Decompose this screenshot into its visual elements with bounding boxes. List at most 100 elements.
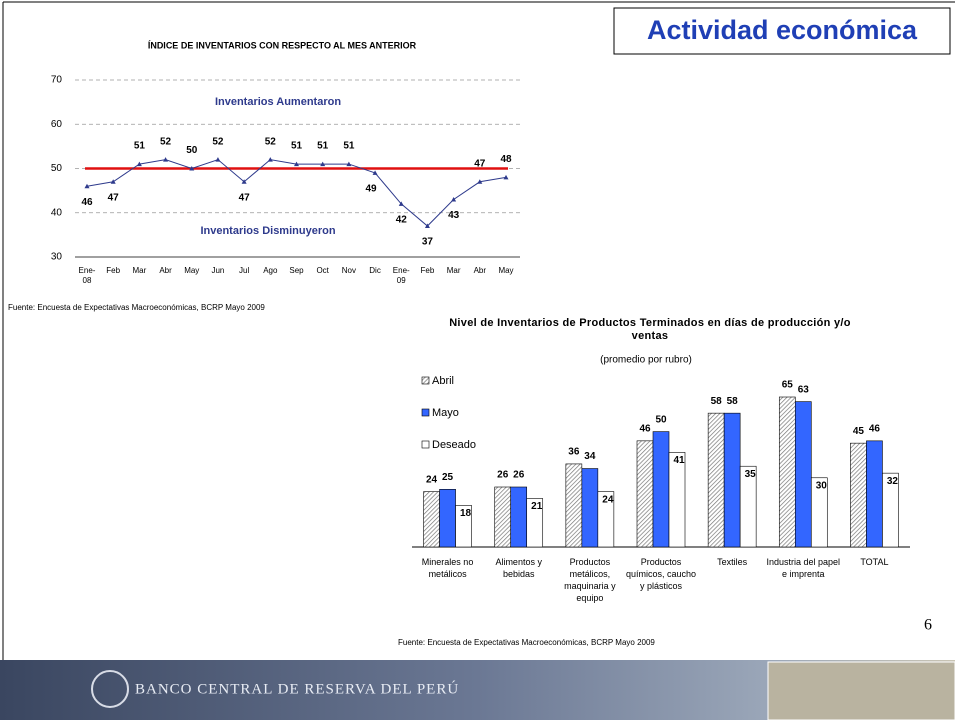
line-point (189, 166, 195, 171)
data-label: 26 (497, 470, 509, 481)
bar (455, 505, 472, 548)
bar (723, 412, 741, 548)
line-point (451, 196, 457, 202)
line-point (346, 161, 352, 167)
logo (91, 670, 129, 708)
source: Fuente: Encuesta de Expectativas Macroec… (398, 638, 655, 647)
line-point (372, 170, 378, 175)
chart-title: Nivel de Inventarios de Productos Termin… (449, 317, 851, 342)
chart-subtitle: (promedio por rubro) (600, 355, 692, 366)
data-label: 25 (442, 472, 454, 483)
line-point (503, 174, 509, 180)
data-label: 24 (426, 474, 438, 485)
data-label: 45 (853, 426, 865, 437)
bar (510, 486, 528, 548)
data-label: 51 (343, 141, 355, 152)
line-point (241, 179, 247, 184)
x-tick-label: Mar (446, 266, 461, 275)
data-label: 46 (639, 423, 651, 434)
data-label: 47 (474, 158, 486, 169)
legend-label: Abril (432, 375, 454, 387)
x-tick-label: Mar (132, 266, 147, 275)
x-tick-label: May (184, 266, 200, 275)
legend-swatch (421, 376, 430, 385)
data-label: 50 (655, 414, 667, 425)
title-box (613, 7, 951, 55)
data-label: 47 (239, 192, 251, 203)
chart-title: ÍNDICE DE INVENTARIOS CON RESPECTO AL ME… (148, 40, 417, 50)
line-point (398, 201, 404, 206)
bar (739, 465, 757, 548)
data-label: 51 (317, 141, 329, 152)
bar (526, 498, 544, 548)
x-tick-label: Productos químicos, caucho y plásticos (625, 557, 697, 591)
line-point (424, 223, 430, 229)
source: Fuente: Encuesta de Expectativas Macroec… (8, 303, 265, 312)
x-tick-label: Oct (316, 266, 329, 275)
legend-swatch (421, 440, 430, 449)
data-label: 52 (265, 136, 277, 147)
data-label: 26 (513, 470, 525, 481)
data-label: 35 (745, 469, 757, 480)
x-tick-label: Feb (420, 266, 435, 275)
footer-text: BANCO CENTRAL DE RESERVA DEL PERÚ (135, 680, 459, 697)
bar (565, 463, 583, 548)
x-tick-label: Abr (159, 266, 172, 275)
data-label: 21 (531, 501, 543, 512)
data-label: 37 (422, 237, 434, 248)
data-label: 51 (134, 141, 146, 152)
bar (597, 491, 615, 548)
footer-photo (767, 661, 955, 720)
x-tick-label: May (498, 266, 514, 275)
data-label: 18 (460, 508, 472, 519)
data-label: 58 (711, 396, 723, 407)
x-tick-label: Alimentos y bebidas (495, 557, 542, 579)
bar (494, 486, 512, 548)
annotation: Inventarios Aumentaron (215, 96, 341, 108)
line-point (320, 161, 326, 167)
legend-label: Deseado (432, 439, 476, 451)
bar (850, 442, 867, 548)
y-tick-label: 40 (51, 207, 63, 218)
x-tick-label: Jun (211, 266, 225, 275)
bar (810, 477, 828, 548)
line-point (110, 179, 116, 184)
data-label: 30 (816, 480, 828, 491)
bar (882, 472, 899, 548)
data-label: 24 (602, 494, 614, 505)
bar (866, 440, 883, 548)
data-label: 52 (212, 136, 224, 147)
x-tick-label: Ene-08 (78, 266, 96, 285)
legend-label: Mayo (432, 407, 459, 419)
data-label: 50 (186, 145, 198, 156)
legend-swatch (421, 408, 430, 417)
x-tick-label: Sep (289, 266, 304, 275)
data-label: 46 (869, 423, 881, 434)
data-label: 52 (160, 136, 172, 147)
bar (668, 452, 686, 548)
data-label: 42 (396, 215, 408, 226)
data-label: 34 (584, 451, 596, 462)
x-tick-label: Feb (106, 266, 121, 275)
x-tick-label: TOTAL (860, 557, 889, 567)
data-label: 51 (291, 141, 303, 152)
data-label: 43 (448, 210, 460, 221)
bar (652, 431, 670, 548)
bar (581, 468, 599, 548)
bar (794, 401, 812, 548)
line-point (294, 161, 299, 167)
bar (439, 489, 456, 548)
data-label: 41 (673, 455, 685, 466)
data-label: 48 (500, 154, 512, 165)
data-label: 32 (887, 476, 899, 487)
x-tick-label: Jul (239, 266, 250, 275)
x-tick-label: Productos metálicos, maquinaria y equipo (564, 557, 616, 603)
x-tick-label: Minerales no metálicos (421, 557, 474, 579)
y-tick-label: 60 (51, 119, 63, 130)
line-point (163, 157, 169, 162)
bar (778, 396, 796, 548)
y-tick-label: 50 (51, 163, 63, 174)
bar (707, 412, 725, 548)
